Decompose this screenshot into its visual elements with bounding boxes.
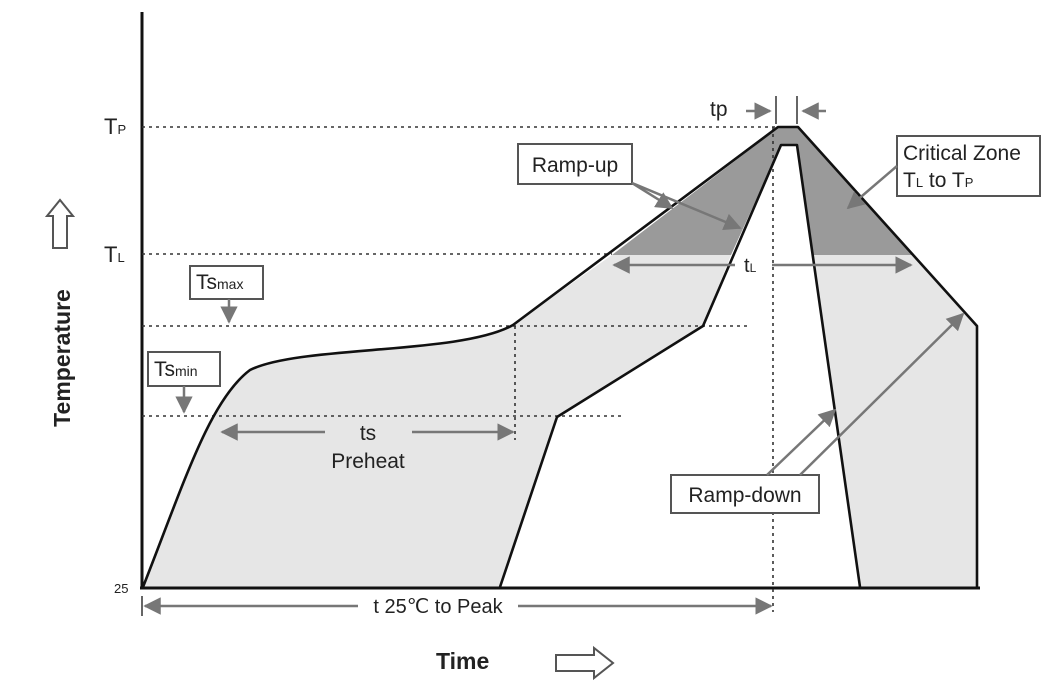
max-profile-curve [141,125,979,588]
ramp-down-label: Ramp-down [688,484,801,507]
up-arrow-icon [44,198,76,249]
critical-zone-label-line2: TL to TP [903,169,973,192]
ts-min-label: Tsmin [154,358,198,381]
ts-min-box [147,351,221,387]
right-arrow-icon [555,645,615,681]
critical-zone-box [896,135,1041,197]
critical-zone-label-line1: Critical Zone [903,142,1021,165]
origin-axis-label: 25 [114,581,128,596]
ramp-up-label: Ramp-up [532,154,618,177]
preheat-label: Preheat [331,450,405,473]
critical-zone-arrow [846,165,898,210]
ramp-up-arrow-2 [631,181,742,231]
min-profile-curve [498,143,862,588]
tl-span-label: tL [744,255,757,277]
ramp-up-arrow-1 [631,181,674,210]
ramp-down-arrow-2 [799,312,965,476]
ramp-down-box [670,474,820,514]
ramp-down-arrow-1 [766,408,837,476]
t25-to-peak-label: t 25℃ to Peak [373,596,503,618]
tp-width-label: tp [710,98,728,121]
tp-axis-label: TP [104,114,126,139]
tl-axis-label: TL [104,242,125,267]
ramp-up-box [517,143,633,185]
ts-label: ts [360,422,376,445]
critical-zone-area [612,128,912,255]
y-axis-title: Temperature [49,289,75,427]
x-axis-title: Time [436,648,489,674]
process-window-area [143,255,977,587]
ts-max-box [189,265,264,300]
ts-max-label: Tsmax [196,271,243,294]
